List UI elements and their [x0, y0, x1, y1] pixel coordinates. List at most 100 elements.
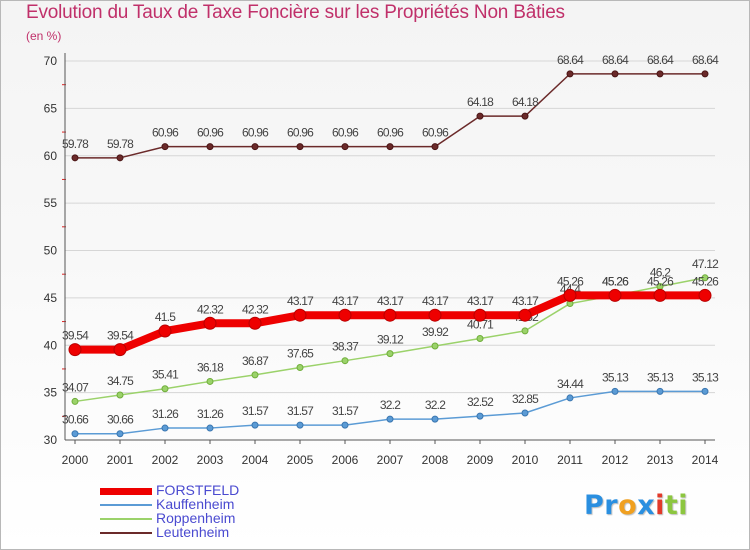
data-point — [383, 308, 397, 322]
data-point — [341, 421, 349, 429]
data-point — [203, 316, 217, 330]
data-point — [71, 430, 79, 438]
data-point — [698, 288, 712, 302]
data-point — [296, 421, 304, 429]
data-point — [386, 350, 394, 358]
data-label: 43.17 — [377, 294, 404, 308]
data-label: 30.66 — [62, 413, 89, 427]
data-label: 45.26 — [557, 274, 584, 288]
legend-label: FORSTFELD — [156, 482, 240, 498]
proxiti-logo: Proxiti — [584, 490, 688, 521]
x-tick-label: 2000 — [62, 453, 89, 467]
data-label: 31.57 — [242, 404, 269, 418]
data-label: 35.13 — [602, 370, 629, 384]
data-point — [206, 377, 214, 385]
logo-letter: r — [604, 490, 619, 521]
data-label: 37.65 — [287, 347, 314, 361]
data-label: 68.64 — [557, 53, 584, 67]
data-point — [338, 308, 352, 322]
data-point — [296, 364, 304, 372]
data-point — [476, 412, 484, 420]
data-point — [116, 154, 124, 162]
x-tick-label: 2010 — [512, 453, 539, 467]
data-label: 34.75 — [107, 374, 134, 388]
data-label: 45.26 — [602, 274, 629, 288]
data-label: 60.96 — [152, 126, 179, 140]
data-label: 40.71 — [467, 318, 494, 332]
data-point — [566, 394, 574, 402]
legend-label: Roppenheim — [156, 510, 236, 526]
data-point — [521, 112, 529, 120]
data-point — [161, 385, 169, 393]
y-tick-label: 50 — [44, 244, 58, 258]
data-label: 43.17 — [332, 294, 359, 308]
data-label: 60.96 — [377, 126, 404, 140]
data-label: 31.57 — [287, 404, 314, 418]
data-point — [476, 112, 484, 120]
data-point — [701, 387, 709, 395]
x-tick-label: 2012 — [602, 453, 629, 467]
data-label: 42.32 — [242, 302, 269, 316]
y-tick-label: 65 — [44, 101, 58, 115]
data-point — [518, 308, 532, 322]
data-label: 60.96 — [422, 126, 449, 140]
logo-letter: x — [637, 490, 656, 521]
data-label: 36.18 — [197, 360, 224, 374]
logo-letter: o — [618, 490, 638, 521]
data-label: 35.13 — [692, 370, 719, 384]
data-label: 41.5 — [155, 310, 176, 324]
data-point — [653, 288, 667, 302]
data-point — [701, 70, 709, 78]
chart-title: Evolution du Taux de Taxe Foncière sur l… — [26, 2, 565, 23]
data-label: 43.17 — [422, 294, 449, 308]
data-point — [161, 424, 169, 432]
legend-swatch — [100, 504, 152, 506]
data-label: 35.13 — [647, 370, 674, 384]
data-label: 39.54 — [62, 329, 89, 343]
data-label: 39.92 — [422, 325, 449, 339]
data-label: 30.66 — [107, 413, 134, 427]
data-point — [68, 343, 82, 357]
data-point — [431, 415, 439, 423]
data-point — [608, 288, 622, 302]
data-label: 39.54 — [107, 329, 134, 343]
y-tick-label: 30 — [44, 433, 58, 447]
legend-swatch — [100, 487, 152, 495]
legend-label: Kauffenheim — [156, 496, 235, 512]
data-label: 45.26 — [692, 274, 719, 288]
data-label: 60.96 — [287, 126, 314, 140]
x-tick-label: 2008 — [422, 453, 449, 467]
x-tick-label: 2013 — [647, 453, 674, 467]
data-label: 45.26 — [602, 274, 629, 288]
data-point — [521, 409, 529, 417]
data-point — [563, 288, 577, 302]
data-point — [386, 415, 394, 423]
data-point — [206, 143, 214, 151]
legend-label: Leutenheim — [156, 524, 230, 540]
data-label: 59.78 — [107, 137, 134, 151]
data-point — [71, 154, 79, 162]
data-label: 32.2 — [425, 398, 446, 412]
data-label: 43.17 — [287, 294, 314, 308]
data-point — [341, 143, 349, 151]
data-point — [428, 308, 442, 322]
data-point — [473, 308, 487, 322]
y-tick-label: 35 — [44, 386, 58, 400]
data-label: 39.12 — [377, 333, 404, 347]
data-point — [116, 430, 124, 438]
y-tick-label: 45 — [44, 291, 58, 305]
data-point — [293, 308, 307, 322]
data-label: 60.96 — [332, 126, 359, 140]
data-point — [113, 343, 127, 357]
y-tick-label: 60 — [44, 149, 58, 163]
logo-letter: t — [664, 490, 679, 521]
data-point — [701, 274, 709, 282]
data-label: 31.26 — [197, 407, 224, 421]
data-point — [71, 397, 79, 405]
data-label: 60.96 — [242, 126, 269, 140]
y-tick-label: 70 — [44, 54, 58, 68]
data-point — [521, 327, 529, 335]
data-point — [656, 387, 664, 395]
logo-letter: i — [655, 490, 665, 521]
